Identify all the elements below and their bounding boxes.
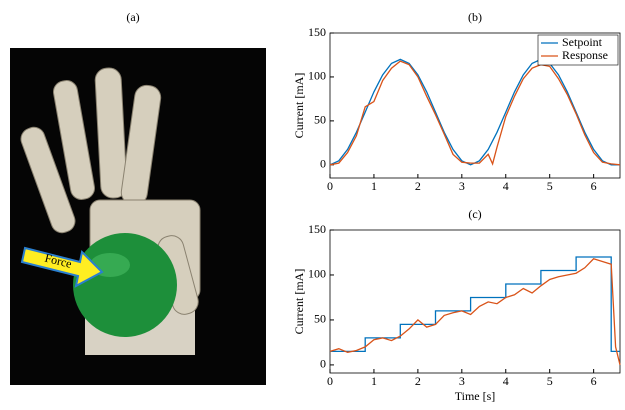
y-axis-label: Current [mA]: [292, 269, 306, 335]
x-tick-label: 2: [415, 179, 421, 193]
plot-frame: [330, 230, 620, 373]
y-tick-label: 50: [314, 113, 326, 127]
chart-title: (c): [468, 207, 481, 221]
x-tick-label: 1: [371, 374, 377, 388]
x-axis-label: Time [s]: [455, 389, 496, 403]
x-tick-label: 0: [327, 374, 333, 388]
y-tick-label: 150: [308, 25, 326, 39]
series-line: [330, 259, 620, 365]
figure: (a) Force (b)0123456050100150Current [mA…: [0, 0, 625, 405]
legend-label: Response: [562, 48, 608, 62]
series-line: [330, 59, 620, 164]
photo: Force: [10, 48, 266, 385]
x-tick-label: 3: [459, 374, 465, 388]
x-tick-label: 6: [591, 179, 597, 193]
y-tick-label: 100: [308, 267, 326, 281]
y-axis-label: Current [mA]: [292, 73, 306, 139]
x-tick-label: 0: [327, 179, 333, 193]
x-tick-label: 6: [591, 374, 597, 388]
x-tick-label: 1: [371, 179, 377, 193]
x-tick-label: 3: [459, 179, 465, 193]
y-tick-label: 100: [308, 69, 326, 83]
chart-title: (b): [468, 10, 482, 24]
x-tick-label: 5: [547, 179, 553, 193]
panel-label: (a): [126, 10, 139, 24]
x-tick-label: 4: [503, 179, 509, 193]
legend-label: Setpoint: [562, 35, 603, 49]
x-tick-label: 4: [503, 374, 509, 388]
y-tick-label: 50: [314, 312, 326, 326]
x-tick-label: 2: [415, 374, 421, 388]
y-tick-label: 0: [320, 157, 326, 171]
y-tick-label: 150: [308, 222, 326, 236]
x-tick-label: 5: [547, 374, 553, 388]
y-tick-label: 0: [320, 357, 326, 371]
series-line: [330, 257, 620, 351]
